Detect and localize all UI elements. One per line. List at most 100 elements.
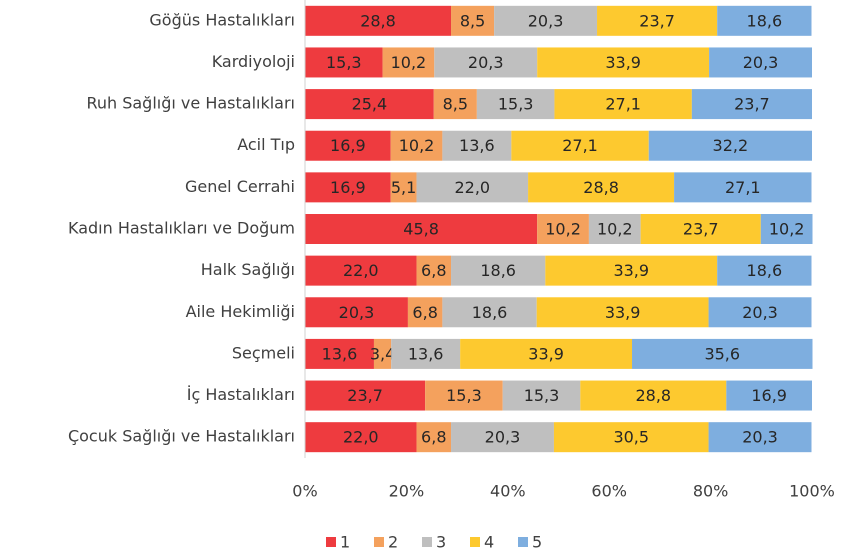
legend-swatch [518, 537, 528, 547]
value-label: 20,3 [742, 303, 778, 322]
bar-segment [709, 47, 812, 78]
value-label: 20,3 [485, 428, 521, 447]
legend-swatch [422, 537, 432, 547]
value-label: 20,3 [528, 11, 564, 30]
category-label: Genel Cerrahi [185, 177, 295, 196]
bar-segment [648, 130, 812, 161]
legend-label: 4 [484, 533, 494, 552]
bar-segment [305, 255, 417, 286]
value-label: 13,6 [408, 344, 444, 363]
value-label: 10,2 [399, 136, 435, 155]
bar-segment [717, 255, 812, 286]
value-label: 15,3 [498, 95, 534, 114]
category-label: İç Hastalıkları [187, 385, 295, 404]
category-label: Kadın Hastalıkları ve Doğum [68, 219, 295, 238]
value-label: 18,6 [472, 303, 508, 322]
bar-segment [416, 422, 452, 453]
value-label: 3,4 [370, 344, 395, 363]
value-label: 27,1 [725, 178, 761, 197]
bar-segment [554, 89, 692, 120]
value-label: 10,2 [769, 220, 805, 239]
value-label: 6,8 [412, 303, 437, 322]
bar-segment [451, 5, 495, 36]
bar-segment [373, 338, 392, 369]
category-label: Çocuk Sağlığı ve Hastalıkları [68, 427, 295, 446]
bar-segment [537, 47, 710, 78]
bar-segment [460, 338, 633, 369]
bar-segment [674, 172, 812, 203]
category-label: Halk Sağlığı [201, 260, 295, 279]
value-label: 45,8 [403, 220, 439, 239]
legend-swatch [470, 537, 480, 547]
value-label: 22,0 [343, 428, 379, 447]
bar-segment [391, 338, 461, 369]
bar-segment [553, 422, 709, 453]
value-label: 23,7 [683, 220, 719, 239]
bar-segment [305, 130, 391, 161]
value-label: 15,3 [446, 386, 482, 405]
bar-segment [476, 89, 555, 120]
value-label: 33,9 [605, 53, 641, 72]
value-label: 20,3 [742, 428, 778, 447]
value-label: 18,6 [480, 261, 516, 280]
value-label: 27,1 [562, 136, 598, 155]
bar-segment [640, 214, 761, 244]
bar-segment [390, 130, 443, 161]
value-label: 27,1 [605, 95, 641, 114]
legend-label: 2 [388, 533, 398, 552]
value-label: 10,2 [545, 220, 581, 239]
value-label: 20,3 [468, 53, 504, 72]
value-label: 13,6 [459, 136, 495, 155]
bar-segment [442, 130, 512, 161]
bar-segment [416, 172, 529, 203]
x-tick-label: 20% [389, 482, 425, 501]
value-label: 10,2 [597, 220, 633, 239]
bar-segment [708, 422, 812, 453]
value-label: 33,9 [528, 344, 564, 363]
bar-segment [502, 380, 581, 411]
bar-segment [451, 422, 554, 453]
bar-segment [726, 380, 812, 411]
bar-segment [708, 297, 812, 328]
bar-segment [536, 297, 709, 328]
bar-segment [390, 172, 417, 203]
bar-segment [691, 89, 812, 120]
value-label: 16,9 [751, 386, 787, 405]
bar-segment [537, 214, 589, 244]
x-tick-label: 80% [693, 482, 729, 501]
value-label: 28,8 [635, 386, 671, 405]
bar-segment [545, 255, 718, 286]
bar-segment [451, 255, 546, 286]
value-label: 18,6 [747, 11, 783, 30]
bar-segment [305, 338, 374, 369]
x-tick-label: 0% [292, 482, 317, 501]
legend-label: 3 [436, 533, 446, 552]
category-label: Aile Hekimliği [186, 302, 295, 321]
category-label: Acil Tıp [237, 135, 295, 154]
value-label: 13,6 [322, 344, 358, 363]
value-label: 18,6 [747, 261, 783, 280]
value-label: 23,7 [347, 386, 383, 405]
bar-segment [407, 297, 443, 328]
bar-segment [305, 214, 538, 244]
value-label: 10,2 [391, 53, 427, 72]
category-label: Kardiyoloji [212, 52, 295, 71]
category-label: Ruh Sağlığı ve Hastalıkları [86, 94, 295, 113]
value-label: 25,4 [352, 95, 388, 114]
value-label: 15,3 [524, 386, 560, 405]
value-label: 22,0 [343, 261, 379, 280]
value-label: 5,1 [391, 178, 416, 197]
bar-segment [511, 130, 649, 161]
bar-segment [425, 380, 503, 411]
bar-segment [632, 338, 813, 369]
value-label: 33,9 [613, 261, 649, 280]
bar-segment [434, 47, 538, 78]
value-label: 16,9 [330, 136, 366, 155]
legend-label: 5 [532, 533, 542, 552]
bar-segment [305, 422, 417, 453]
value-label: 30,5 [613, 428, 649, 447]
value-label: 23,7 [639, 11, 675, 30]
value-label: 20,3 [339, 303, 375, 322]
x-tick-label: 40% [490, 482, 526, 501]
